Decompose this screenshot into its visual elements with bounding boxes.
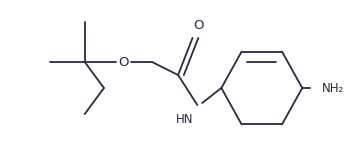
Text: NH₂: NH₂	[321, 81, 344, 94]
Text: HN: HN	[176, 113, 193, 126]
Text: O: O	[193, 19, 203, 32]
Text: O: O	[118, 56, 128, 69]
